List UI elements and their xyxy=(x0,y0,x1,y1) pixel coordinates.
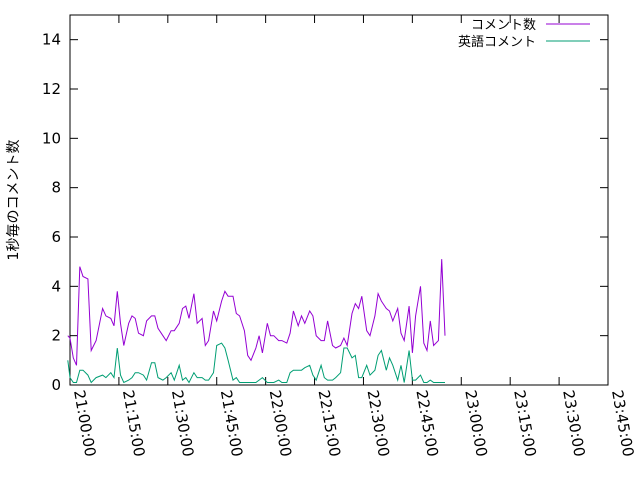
series-line-2 xyxy=(67,342,445,384)
legend-label-2: 英語コメント xyxy=(458,34,536,50)
y-axis: 0 2 4 6 8 10 12 14 xyxy=(42,31,608,394)
x-tick-label: 21:45:00 xyxy=(217,389,246,458)
x-tick-label: 23:30:00 xyxy=(559,389,588,458)
x-tick-label: 23:45:00 xyxy=(608,389,637,458)
y-axis-label: 1秒毎のコメント数 xyxy=(6,140,22,261)
x-tick-label: 23:00:00 xyxy=(461,389,490,458)
y-tick-label: 10 xyxy=(42,129,61,147)
plot-frame xyxy=(69,14,609,386)
y-tick-label: 4 xyxy=(51,277,61,295)
x-tick-label: 22:30:00 xyxy=(364,389,393,458)
x-tick-label: 21:30:00 xyxy=(168,389,197,458)
x-tick-label: 21:00:00 xyxy=(70,389,99,458)
x-axis: 21:00:00 21:15:00 21:30:00 21:45:00 22:00:00… xyxy=(69,15,637,458)
x-tick-label: 22:00:00 xyxy=(266,389,295,458)
x-tick-label: 23:15:00 xyxy=(510,389,539,458)
x-tick-label: 22:45:00 xyxy=(412,389,441,458)
legend-label-1: コメント数 xyxy=(471,18,536,33)
y-tick-label: 8 xyxy=(51,179,61,197)
series-line-1 xyxy=(67,259,446,366)
y-tick-label: 14 xyxy=(42,31,61,49)
y-tick-label: 2 xyxy=(51,327,61,345)
series-layer xyxy=(67,259,446,384)
x-tick-label: 22:15:00 xyxy=(315,389,344,458)
x-tick-label: 21:15:00 xyxy=(119,389,148,458)
y-tick-label: 0 xyxy=(51,376,61,394)
y-tick-label: 6 xyxy=(51,228,61,246)
y-tick-label: 12 xyxy=(42,80,61,98)
